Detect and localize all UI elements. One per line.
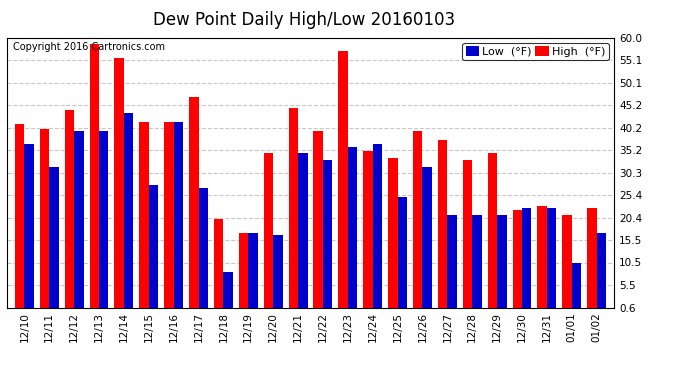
- Bar: [174, 122, 183, 310]
- Bar: [572, 262, 581, 310]
- Bar: [562, 215, 572, 310]
- Bar: [139, 122, 149, 310]
- Bar: [164, 122, 174, 310]
- Bar: [547, 208, 556, 310]
- Bar: [239, 233, 248, 310]
- Bar: [363, 151, 373, 310]
- Bar: [397, 196, 407, 310]
- Bar: [488, 153, 497, 310]
- Bar: [472, 215, 482, 310]
- Bar: [90, 44, 99, 310]
- Bar: [388, 158, 397, 310]
- Bar: [348, 147, 357, 310]
- Bar: [224, 272, 233, 310]
- Bar: [513, 210, 522, 310]
- Bar: [74, 130, 83, 310]
- Bar: [189, 97, 199, 310]
- Bar: [422, 167, 432, 310]
- Bar: [313, 130, 323, 310]
- Bar: [199, 188, 208, 310]
- Text: Dew Point Daily High/Low 20160103: Dew Point Daily High/Low 20160103: [152, 11, 455, 29]
- Bar: [15, 124, 24, 310]
- Bar: [24, 144, 34, 310]
- Bar: [264, 153, 273, 310]
- Bar: [298, 153, 308, 310]
- Bar: [413, 130, 422, 310]
- Bar: [99, 130, 108, 310]
- Bar: [497, 215, 506, 310]
- Bar: [323, 160, 333, 310]
- Legend: Low  (°F), High  (°F): Low (°F), High (°F): [462, 43, 609, 60]
- Bar: [538, 206, 547, 310]
- Bar: [338, 51, 348, 310]
- Bar: [115, 58, 124, 310]
- Bar: [463, 160, 472, 310]
- Text: Copyright 2016 Cartronics.com: Copyright 2016 Cartronics.com: [13, 42, 165, 51]
- Bar: [273, 235, 283, 310]
- Bar: [597, 233, 606, 310]
- Bar: [288, 108, 298, 310]
- Bar: [214, 219, 224, 310]
- Bar: [438, 140, 447, 310]
- Bar: [447, 215, 457, 310]
- Bar: [373, 144, 382, 310]
- Bar: [248, 233, 258, 310]
- Bar: [40, 129, 49, 310]
- Bar: [587, 208, 597, 310]
- Bar: [522, 208, 531, 310]
- Bar: [49, 167, 59, 310]
- Bar: [124, 112, 133, 310]
- Bar: [149, 185, 158, 310]
- Bar: [65, 110, 74, 310]
